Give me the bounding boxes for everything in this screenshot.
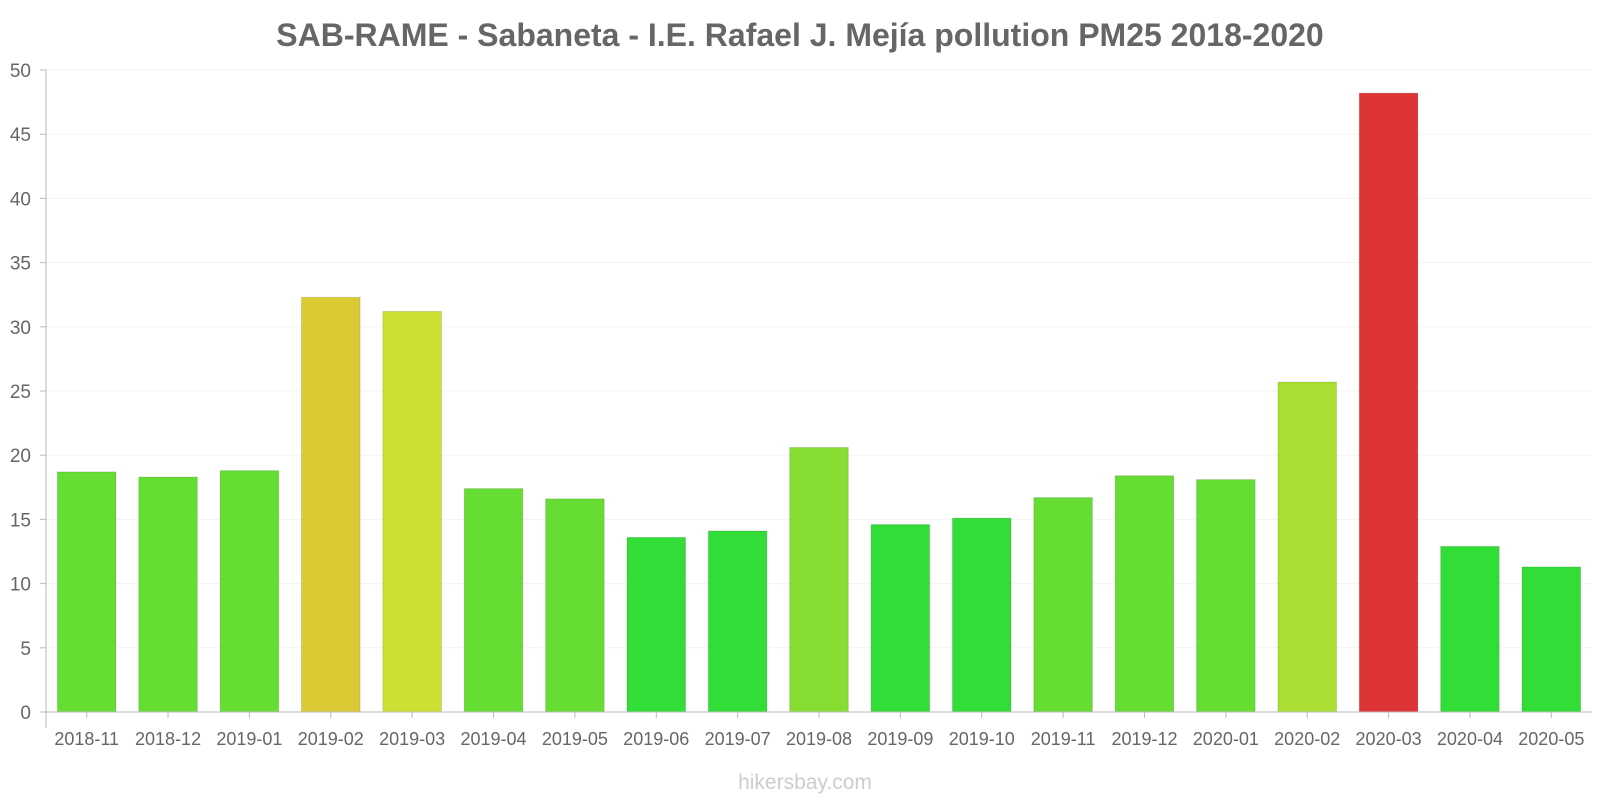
- chart-title: SAB-RAME - Sabaneta - I.E. Rafael J. Mej…: [276, 17, 1323, 53]
- bar-2019-06: [626, 536, 687, 713]
- x-tick-label: 2019-08: [786, 729, 852, 749]
- bar-2019-07: [707, 530, 768, 713]
- bar-2019-09: [870, 524, 931, 713]
- bar-2020-05: [1521, 566, 1582, 713]
- bar-2020-04: [1440, 545, 1500, 713]
- y-tick-label: 35: [10, 254, 31, 275]
- x-tick-label: 2019-03: [379, 729, 445, 749]
- bar-2019-11: [1033, 497, 1093, 713]
- bar-2019-03: [382, 310, 442, 713]
- y-axis-ticks: 0 5 10 15 20 25 30 35 40 45 50: [10, 61, 46, 724]
- bar-2019-04: [463, 488, 524, 713]
- bar-2019-01: [219, 470, 280, 713]
- bar-2019-05: [545, 498, 605, 713]
- y-tick-label: 10: [10, 575, 31, 596]
- y-tick-label: 45: [10, 125, 31, 146]
- y-tick-label: 40: [10, 189, 31, 210]
- x-tick-label: 2018-11: [54, 729, 119, 749]
- x-tick-label: 2019-06: [623, 729, 689, 749]
- x-tick-label: 2020-05: [1518, 729, 1584, 749]
- x-tick-label: 2019-01: [216, 729, 282, 749]
- watermark: hikersbay.com: [738, 771, 872, 794]
- x-tick-label: 2019-05: [542, 729, 608, 749]
- y-tick-label: 25: [10, 382, 31, 403]
- y-tick-label: 5: [20, 639, 31, 660]
- y-tick-label: 20: [10, 446, 31, 467]
- x-tick-label: 2019-04: [460, 729, 526, 749]
- bar-2020-01: [1196, 479, 1256, 713]
- x-tick-label: 2018-12: [135, 729, 201, 749]
- x-tick-label: 2020-02: [1274, 729, 1340, 749]
- x-tick-label: 2020-01: [1193, 729, 1259, 749]
- bar-2019-10: [951, 517, 1012, 713]
- x-tick-label: 2020-03: [1356, 729, 1422, 749]
- x-tick-label: 2019-11: [1031, 729, 1096, 749]
- bar-2019-08: [789, 446, 849, 713]
- bar-2018-11: [56, 471, 117, 713]
- x-tick-label: 2019-02: [298, 729, 364, 749]
- x-tick-label: 2019-07: [705, 729, 771, 749]
- x-tick-label: 2019-09: [867, 729, 933, 749]
- bars: [56, 92, 1582, 713]
- x-tick-label: 2020-04: [1437, 729, 1503, 749]
- x-tick-label: 2019-12: [1111, 729, 1177, 749]
- bar-2020-03: [1358, 92, 1419, 713]
- y-tick-label: 0: [20, 703, 31, 724]
- x-tick-label: 2019-10: [949, 729, 1015, 749]
- x-axis-ticks: 2018-11 2018-12 2019-01 2019-02 2019-03 2019-…: [54, 712, 1584, 749]
- bar-2019-12: [1114, 475, 1175, 713]
- y-tick-label: 50: [10, 61, 31, 82]
- bar-2020-02: [1277, 381, 1338, 713]
- bar-2019-02: [300, 296, 361, 713]
- bar-2018-12: [138, 476, 198, 713]
- y-tick-label: 15: [10, 510, 31, 531]
- y-tick-label: 30: [10, 318, 31, 339]
